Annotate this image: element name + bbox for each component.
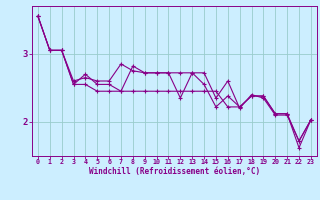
X-axis label: Windchill (Refroidissement éolien,°C): Windchill (Refroidissement éolien,°C)	[89, 167, 260, 176]
